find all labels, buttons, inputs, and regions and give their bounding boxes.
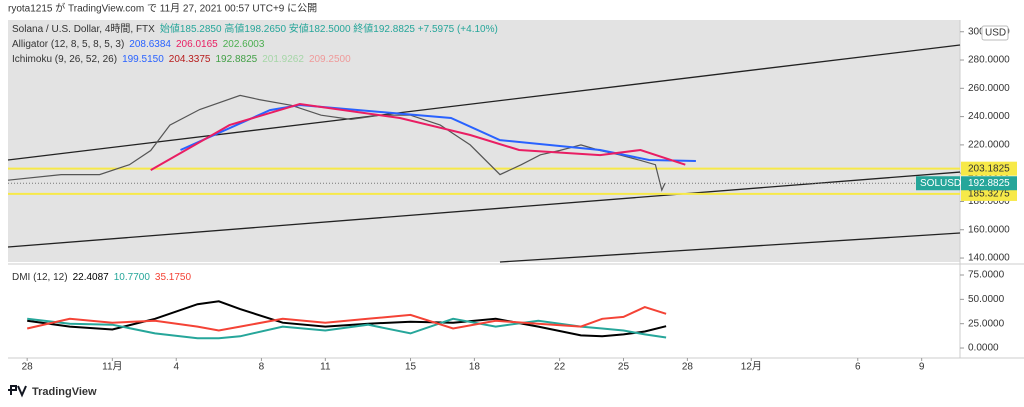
level-label-bg	[961, 161, 1017, 176]
legend-text: 199.5150	[122, 54, 164, 65]
legend-text: Solana / U.S. Dollar, 4時間, FTX	[12, 23, 155, 35]
x-tick-label: 15	[405, 362, 417, 373]
legend-text: Alligator (12, 8, 5, 8, 5, 3)	[12, 39, 124, 50]
x-tick-label: 28	[22, 362, 34, 373]
y-tick-label: 50.0000	[968, 294, 1005, 305]
x-tick-label: 18	[469, 362, 481, 373]
x-tick-label: 6	[855, 362, 861, 373]
x-tick-label: 9	[919, 362, 925, 373]
y-tick-label: 75.0000	[968, 270, 1005, 281]
last-price-bg	[961, 176, 1017, 191]
footer: TradingView	[32, 386, 97, 398]
series-line	[27, 300, 667, 338]
level-label: 203.1825	[968, 163, 1010, 174]
y-tick-label: 0.0000	[968, 343, 999, 354]
x-tick-label: 12月	[741, 361, 762, 373]
y-tick-label: 280.0000	[968, 55, 1010, 66]
trend-line	[7, 44, 961, 161]
y-tick-label: 260.0000	[968, 83, 1010, 94]
y-tick-label: 160.0000	[968, 224, 1010, 235]
legend-row: Ichimoku (9, 26, 52, 26) 199.5150 204.3375…	[12, 54, 351, 65]
x-tick-label: 4	[173, 362, 179, 373]
legend-text: 206.0165	[176, 39, 218, 50]
currency-badge	[981, 25, 1009, 41]
legend-text: 10.7700	[114, 272, 151, 283]
legend-text: 192.8825	[216, 54, 258, 65]
x-tick-label: 11月	[102, 361, 122, 373]
y-tick-label: 240.0000	[968, 111, 1010, 122]
level-label: 185.3275	[968, 189, 1010, 200]
legend-text: DMI (12, 12)	[12, 272, 68, 283]
legend-text: Ichimoku (9, 26, 52, 26)	[12, 54, 117, 65]
y-tick-label: 140.0000	[968, 253, 1010, 264]
logo	[8, 385, 27, 398]
x-tick-label: 22	[554, 362, 566, 373]
y-tick-label: 220.0000	[968, 140, 1010, 151]
symbol-badge	[916, 176, 960, 191]
symbol-label: SOLUSD	[920, 178, 961, 189]
header: ryota1215 が TradingView.com で 11月 27, 20…	[8, 2, 317, 15]
legend-text: 204.3375	[169, 54, 211, 65]
legend-row: Solana / U.S. Dollar, 4時間, FTX 始値185.2850…	[12, 22, 498, 35]
trend-line	[499, 232, 961, 263]
level-label-bg	[961, 186, 1017, 201]
legend-text: 22.4087	[73, 272, 110, 283]
x-tick-label: 8	[259, 362, 265, 373]
legend-row: DMI (12, 12) 22.4087 10.7700 35.1750	[12, 272, 191, 283]
legend-text: 209.2500	[309, 54, 351, 65]
series-line	[26, 306, 667, 332]
y-tick-label: 180.0000	[968, 196, 1010, 207]
x-tick-label: 25	[618, 362, 630, 373]
trend-line	[7, 171, 961, 248]
last-price-label: 192.8825	[968, 178, 1010, 189]
y-tick-label: 25.0000	[968, 318, 1005, 329]
currency-label: USD	[985, 28, 1006, 39]
legend-text: 35.1750	[155, 272, 192, 283]
legend-text: 始値185.2850 高値198.2650 安値182.5000 終値192.8…	[160, 22, 498, 35]
x-tick-label: 11	[320, 362, 331, 373]
legend-text: 201.9262	[262, 54, 304, 65]
series-line	[27, 317, 667, 340]
series-line	[180, 103, 696, 162]
x-tick-label: 28	[682, 362, 694, 373]
legend-text: 202.6003	[223, 39, 265, 50]
legend-text: 208.6384	[129, 39, 171, 50]
legend-row: Alligator (12, 8, 5, 8, 5, 3) 208.6384 206…	[12, 39, 265, 50]
series-line	[150, 102, 686, 171]
